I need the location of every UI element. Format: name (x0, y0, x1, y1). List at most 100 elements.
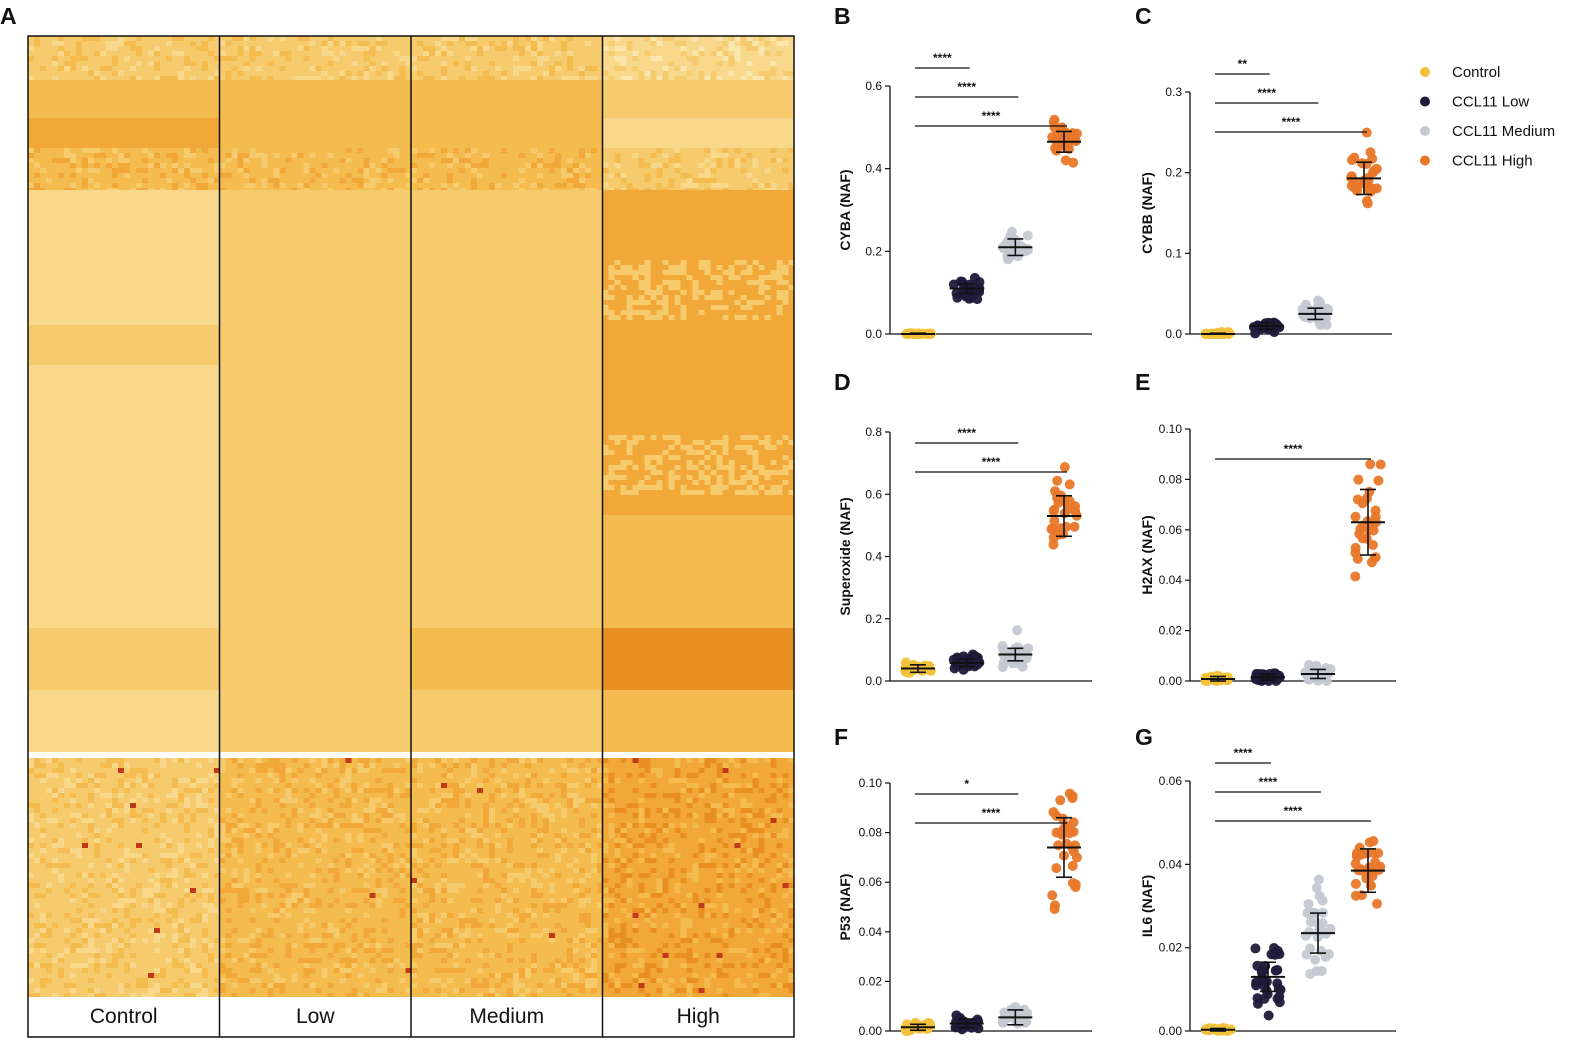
heatmap-cell (243, 168, 250, 173)
heatmap-cell (752, 848, 759, 853)
heatmap-cell (770, 878, 777, 883)
heatmap-cell (166, 803, 172, 808)
heatmap-cell (776, 968, 783, 973)
heatmap-cell (351, 953, 358, 958)
heatmap-cell (662, 983, 669, 988)
heatmap-cell (716, 460, 723, 465)
heatmap-cell (40, 963, 46, 968)
heatmap-cell (632, 803, 639, 808)
heatmap-cell (764, 928, 771, 933)
heatmap-cell (70, 983, 76, 988)
heatmap-cell (776, 813, 783, 818)
heatmap-cell (315, 828, 322, 833)
heatmap-cell (106, 883, 112, 888)
heatmap-cell (148, 773, 154, 778)
heatmap-cell (686, 918, 693, 923)
heatmap-cell (225, 918, 232, 923)
heatmap-cell (716, 183, 723, 188)
y-tick-label: 0.10 (859, 776, 883, 790)
heatmap-cell (297, 828, 304, 833)
heatmap-cell (465, 56, 471, 61)
heatmap-cell (166, 838, 172, 843)
heatmap-cell (734, 783, 741, 788)
heatmap-cell (387, 963, 394, 968)
heatmap-cell (339, 158, 346, 163)
heatmap-cell (255, 788, 262, 793)
heatmap-cell (608, 888, 615, 893)
heatmap-cell (249, 943, 256, 948)
heatmap-cell (788, 903, 795, 908)
heatmap-cell (543, 778, 549, 783)
heatmap-cell (219, 828, 226, 833)
heatmap-cell (602, 290, 609, 295)
heatmap-cell (184, 56, 190, 61)
heatmap-cell (531, 758, 537, 763)
heatmap-cell (626, 938, 633, 943)
heatmap-cell (513, 66, 519, 71)
heatmap-cell (255, 778, 262, 783)
heatmap-cell (345, 773, 352, 778)
heatmap-cell (178, 843, 184, 848)
heatmap-cell (782, 76, 789, 81)
heatmap-cell (746, 435, 753, 440)
heatmap-cell (447, 158, 453, 163)
data-point (1273, 983, 1284, 994)
heatmap-cell (28, 183, 34, 188)
heatmap-cell (303, 823, 310, 828)
heatmap-cell (626, 300, 633, 305)
heatmap-cell (196, 833, 202, 838)
heatmap-cell (333, 763, 340, 768)
heatmap-cell (196, 993, 202, 998)
heatmap-cell (315, 783, 322, 788)
heatmap-cell (208, 76, 214, 81)
heatmap-cell (315, 848, 322, 853)
heatmap-cell (722, 153, 729, 158)
heatmap-cell (369, 903, 376, 908)
heatmap-cell (208, 908, 214, 913)
heatmap-cell (489, 763, 495, 768)
heatmap-cell (106, 793, 112, 798)
heatmap-cell (196, 168, 202, 173)
heatmap-cell (279, 36, 286, 41)
heatmap-cell (321, 163, 328, 168)
heatmap-cell (375, 883, 382, 888)
heatmap-cell (746, 300, 753, 305)
heatmap-cell (770, 913, 777, 918)
heatmap-cell (579, 848, 585, 853)
heatmap-cell (644, 300, 651, 305)
heatmap-cell (758, 848, 765, 853)
y-tick-label: 0.2 (865, 612, 882, 626)
heatmap-cell (441, 878, 447, 883)
heatmap-cell (112, 938, 118, 943)
heatmap-cell (375, 778, 382, 783)
data-point (1222, 675, 1233, 686)
heatmap-cell (614, 983, 621, 988)
heatmap-cell (722, 923, 729, 928)
heatmap-cell (513, 873, 519, 878)
heatmap-cell (489, 843, 495, 848)
heatmap-cell (626, 878, 633, 883)
heatmap-cell (608, 983, 615, 988)
heatmap-cell (644, 260, 651, 265)
heatmap-cell (728, 460, 735, 465)
heatmap-cell (716, 480, 723, 485)
heatmap-cell (249, 56, 256, 61)
heatmap-cell (225, 153, 232, 158)
heatmap-cell (172, 933, 178, 938)
heatmap-cell (351, 988, 358, 993)
heatmap-cell (579, 898, 585, 903)
heatmap-cell (620, 943, 627, 948)
heatmap-cell (716, 455, 723, 460)
heatmap-cell (531, 76, 537, 81)
heatmap-cell (537, 758, 543, 763)
heatmap-cell (381, 173, 388, 178)
heatmap-cell (94, 783, 100, 788)
heatmap-cell (537, 933, 543, 938)
heatmap-cell (698, 838, 705, 843)
heatmap-cell (196, 843, 202, 848)
heatmap-cell (351, 823, 358, 828)
heatmap-cell (483, 868, 489, 873)
heatmap-cell (100, 773, 106, 778)
heatmap-cell (734, 148, 741, 153)
heatmap-cell (698, 758, 705, 763)
